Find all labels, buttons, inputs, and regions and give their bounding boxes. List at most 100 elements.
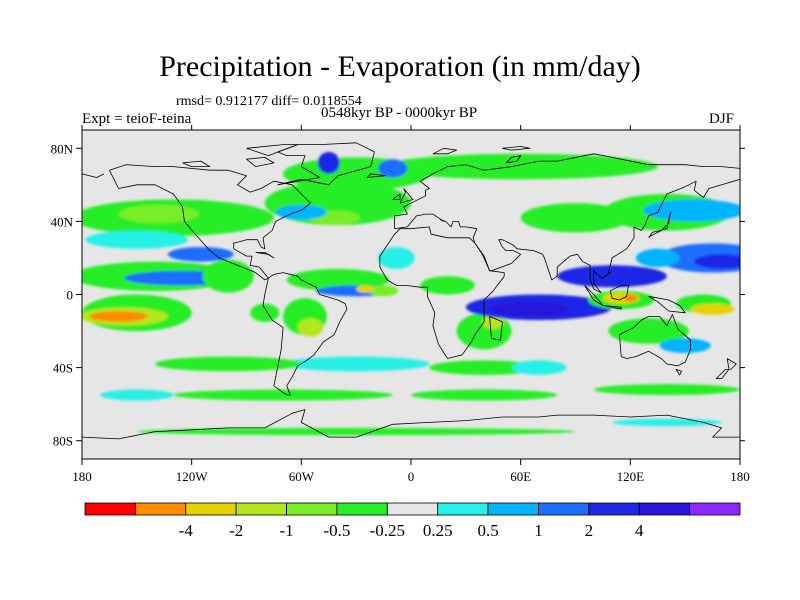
field-anomaly-region bbox=[378, 246, 415, 269]
colorbar-label: 1 bbox=[534, 521, 543, 540]
coastline bbox=[648, 295, 686, 314]
field-anomaly-region bbox=[275, 204, 327, 220]
stats-label: rmsd= 0.912177 diff= 0.0118554 bbox=[176, 94, 362, 109]
lat-tick-label: 40N bbox=[51, 214, 74, 229]
field-anomaly-region bbox=[690, 303, 735, 315]
experiment-label: Expt = teioF-teina bbox=[82, 111, 192, 127]
field-anomaly-region bbox=[608, 318, 689, 344]
field-anomaly-region bbox=[173, 389, 393, 401]
field-anomaly-region bbox=[167, 246, 234, 262]
colorbar-swatch bbox=[235, 502, 287, 516]
field-anomaly-region bbox=[420, 276, 475, 295]
season-label: DJF bbox=[709, 111, 735, 127]
colorbar-label: -4 bbox=[179, 521, 194, 540]
colorbar-label: -1 bbox=[279, 521, 293, 540]
field-anomaly-region bbox=[489, 301, 571, 317]
field-layer bbox=[82, 151, 740, 436]
field-anomaly-region bbox=[429, 360, 539, 375]
colorbar-swatch bbox=[286, 502, 338, 516]
coastline bbox=[82, 173, 105, 178]
lon-tick-label: 120E bbox=[617, 469, 645, 484]
coastline bbox=[502, 146, 531, 151]
field-anomaly-region bbox=[635, 248, 680, 268]
field-anomaly-region bbox=[136, 427, 576, 436]
coastline bbox=[394, 178, 740, 294]
field-anomaly-region bbox=[378, 159, 408, 178]
field-anomaly-region bbox=[250, 303, 280, 322]
field-anomaly-region bbox=[557, 265, 667, 288]
field-anomaly-region bbox=[383, 153, 658, 180]
colorbar-label: 2 bbox=[585, 521, 594, 540]
field-anomaly-region bbox=[202, 259, 254, 293]
field-anomaly-region bbox=[118, 204, 199, 224]
colorbar-label: 4 bbox=[635, 521, 644, 540]
field-anomaly-region bbox=[612, 418, 722, 427]
coastline bbox=[182, 160, 211, 167]
field-anomaly-region bbox=[643, 199, 740, 222]
field-anomaly-region bbox=[659, 338, 711, 353]
colorbar-label: 0.25 bbox=[423, 521, 453, 540]
field-anomaly-region bbox=[694, 254, 740, 269]
colorbar-label: -0.5 bbox=[323, 521, 350, 540]
coastline bbox=[602, 305, 622, 310]
colorbar-swatch bbox=[588, 502, 640, 516]
axis-ticks: 180 120W 60W 0 60E 120E 180 80N 40N 0 40S 80S bbox=[51, 125, 750, 484]
field-anomaly-region bbox=[155, 356, 302, 372]
coastline bbox=[609, 285, 629, 301]
coastline bbox=[379, 226, 505, 359]
coastline bbox=[505, 155, 522, 164]
colorbar-swatch bbox=[84, 502, 136, 516]
lat-tick-label: 80N bbox=[51, 141, 74, 156]
lon-tick-label: 120W bbox=[176, 469, 209, 484]
lat-tick-label: 0 bbox=[67, 288, 74, 303]
coastline bbox=[392, 193, 401, 200]
coastline bbox=[255, 252, 275, 259]
colorbar-swatch bbox=[134, 502, 187, 516]
field-anomaly-region bbox=[411, 389, 558, 401]
colorbar-swatch bbox=[538, 502, 590, 516]
lon-tick-label: 180 bbox=[730, 469, 750, 484]
coastline-layer bbox=[82, 142, 740, 440]
lon-tick-label: 60E bbox=[510, 469, 531, 484]
coastline bbox=[399, 188, 414, 204]
lon-tick-label: 0 bbox=[408, 469, 415, 484]
field-anomaly-region bbox=[623, 294, 638, 302]
coastline bbox=[489, 316, 503, 341]
field-anomaly-region bbox=[317, 151, 340, 174]
field-anomaly-region bbox=[85, 230, 189, 249]
colorbar-label: 0.5 bbox=[477, 521, 498, 540]
field-anomaly-region bbox=[283, 356, 430, 372]
field-anomaly-region bbox=[100, 389, 174, 401]
field-anomaly-region bbox=[368, 285, 399, 297]
colorbar-label: -0.25 bbox=[370, 521, 405, 540]
colorbar-swatch bbox=[437, 502, 489, 516]
colorbar-swatch bbox=[638, 502, 691, 516]
figure-title: Precipitation - Evaporation (in mm/day) bbox=[159, 50, 641, 83]
colorbar-label: -2 bbox=[229, 521, 243, 540]
lat-tick-label: 80S bbox=[53, 434, 73, 449]
coastline bbox=[394, 153, 740, 229]
coastline bbox=[109, 164, 311, 281]
coastline bbox=[277, 142, 375, 186]
field-anomaly-region bbox=[297, 318, 324, 337]
colorbar: -4 -2 -1 -0.5 -0.25 0.25 0.5 1 2 4 bbox=[84, 502, 741, 540]
coastline bbox=[246, 144, 299, 156]
coastline bbox=[432, 147, 458, 155]
coastline bbox=[715, 358, 737, 379]
coastline bbox=[619, 314, 691, 367]
colorbar-swatch bbox=[386, 502, 439, 516]
field-anomaly-region bbox=[520, 203, 631, 233]
coastline bbox=[675, 369, 682, 376]
field-anomaly-region bbox=[482, 314, 505, 330]
coastline bbox=[366, 173, 386, 178]
field-anomaly-region bbox=[89, 310, 148, 322]
colorbar-swatch bbox=[336, 502, 388, 516]
colorbar-swatch bbox=[689, 502, 741, 516]
coastline bbox=[246, 157, 275, 167]
period-label: 0548kyr BP - 0000kyr BP bbox=[321, 105, 478, 121]
field-anomaly-region bbox=[593, 384, 740, 396]
coastline bbox=[648, 211, 671, 239]
colorbar-swatch bbox=[487, 502, 539, 516]
coastline bbox=[82, 409, 740, 440]
